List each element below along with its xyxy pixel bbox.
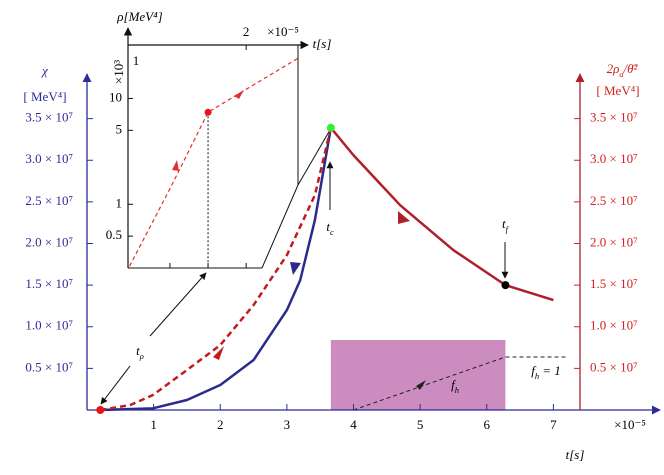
text-subscript: a <box>619 69 623 79</box>
inset-connector <box>297 129 331 186</box>
x-tick-label: 1 <box>150 417 157 432</box>
text-subscript: ρ <box>139 351 144 361</box>
y2-tick-label: 1.5 × 10⁷ <box>590 276 638 291</box>
inset-x-multiplier: ×10⁻⁵ <box>267 24 299 39</box>
point <box>326 123 335 132</box>
annotation-f-h: fh <box>451 377 459 395</box>
curve-arrow <box>172 160 179 171</box>
inset-x-label: t[s] <box>313 36 332 51</box>
x-tick-label: 5 <box>417 417 424 432</box>
annotation-t-c: tc <box>326 219 334 237</box>
x-tick-label: 6 <box>484 417 491 432</box>
inset-y-tick-label: 10 <box>109 89 122 104</box>
text-main: f <box>531 363 537 378</box>
text-subscript: f <box>506 224 510 234</box>
text-after: /θ̄² <box>623 61 639 76</box>
background-layer <box>330 340 506 410</box>
y-tick-label: 3.0 × 10⁷ <box>25 151 73 166</box>
text-subscript: h <box>455 385 459 395</box>
y-tick-label: 2.0 × 10⁷ <box>25 234 73 249</box>
y2-tick-label: 3.5 × 10⁷ <box>590 110 638 125</box>
y2-tick-label: 0.5 × 10⁷ <box>590 359 638 374</box>
curve-arrow <box>398 211 410 224</box>
annotation-arrow <box>100 365 131 405</box>
y2-tick-label: 1.0 × 10⁷ <box>590 318 638 333</box>
curve-arrow <box>213 346 224 360</box>
annotation-f-h-one: fh = 1 <box>531 363 561 381</box>
text-subscript: c <box>330 227 334 237</box>
y-tick-label: 3.5 × 10⁷ <box>25 110 73 125</box>
text-after: = 1 <box>539 363 561 378</box>
y-tick-label: 0.5 × 10⁷ <box>25 359 73 374</box>
annotation-arrow <box>149 272 207 337</box>
fh-region <box>330 340 506 410</box>
inset-cut-edge <box>261 184 299 269</box>
inset-background <box>128 45 298 268</box>
curve <box>100 127 333 412</box>
y-axis-unit: [ MeV⁴] <box>23 89 66 104</box>
inset-corner-label: 1 <box>133 53 140 68</box>
y-tick-label: 2.5 × 10⁷ <box>25 193 73 208</box>
point <box>501 281 510 290</box>
y-axis-label: χ <box>40 63 48 78</box>
text-subscript: h <box>535 371 539 381</box>
y2-tick-label: 2.0 × 10⁷ <box>590 234 638 249</box>
inset-x-tick-label: 2 <box>243 24 250 39</box>
curve-arrow <box>234 90 244 99</box>
x-axis-label: t[s] <box>566 447 585 462</box>
text-main: 2ρ <box>607 61 620 76</box>
x-tick-label: 7 <box>550 417 557 432</box>
y2-axis-unit: [ MeV⁴] <box>596 83 639 98</box>
y-tick-label: 1.0 × 10⁷ <box>25 318 73 333</box>
inset-point <box>204 108 212 116</box>
text-main: t <box>326 219 330 234</box>
text-main: t <box>502 216 506 231</box>
inset-curve <box>128 57 299 267</box>
annotation-t-rho: tρ <box>136 343 144 361</box>
x-tick-label: 2 <box>217 417 224 432</box>
curve <box>100 127 333 412</box>
y-tick-label: 1.5 × 10⁷ <box>25 276 73 291</box>
point <box>96 406 105 414</box>
x-tick-label: 4 <box>350 417 357 432</box>
y2-axis-label: 2ρa/θ̄² <box>607 61 639 79</box>
text-main: t <box>136 343 140 358</box>
inset-y-tick-label: 5 <box>116 121 123 136</box>
inset-y-tick-label: 1 <box>116 195 123 210</box>
y2-tick-label: 3.0 × 10⁷ <box>590 151 638 166</box>
annotation-t-f: tf <box>502 216 510 234</box>
x-axis-multiplier: ×10⁻⁵ <box>614 417 646 432</box>
curve <box>329 126 554 302</box>
inset-y-tick-label: 0.5 <box>106 227 122 242</box>
inset-y-label: ρ[MeV⁴] <box>116 9 162 24</box>
curve-arrow <box>290 262 301 275</box>
curve-arrow <box>416 380 426 390</box>
text-main: f <box>451 377 457 392</box>
y2-tick-label: 2.5 × 10⁷ <box>590 193 638 208</box>
inset-y-multiplier: ×10³ <box>111 60 126 84</box>
x-tick-label: 3 <box>284 417 291 432</box>
foreground-layer: 0.5 × 10⁷ 1.0 × 10⁷ 1.5 × 10⁷ 2.0 × 10⁷ 2.5 … <box>25 24 637 432</box>
